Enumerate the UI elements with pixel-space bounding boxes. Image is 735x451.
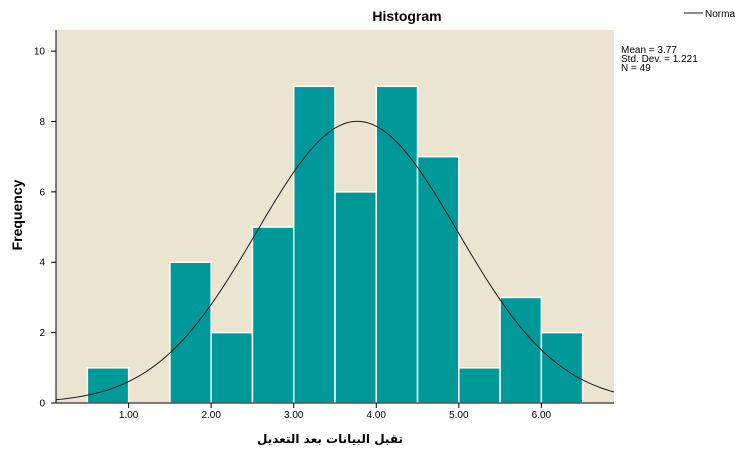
histogram-bar: [416, 155, 460, 404]
y-axis-label: Frequency: [9, 179, 25, 250]
y-tick-label: 6: [39, 187, 45, 198]
stat-line: Mean = 3.77: [621, 45, 677, 56]
y-tick-label: 2: [39, 328, 45, 339]
histogram-bar: [540, 331, 584, 404]
stat-line: N = 49: [621, 63, 651, 74]
bars-group: [86, 85, 584, 404]
chart-title: Histogram: [372, 8, 441, 24]
histogram-bar: [458, 367, 501, 404]
histogram-bar: [169, 261, 212, 404]
histogram-bar: [251, 226, 295, 404]
x-axis-label: تقبل البيانات بعد التعديل: [257, 432, 403, 446]
histogram-bar: [86, 367, 130, 404]
x-tick-label: 2.00: [201, 410, 221, 421]
normal-curve: [55, 120, 615, 401]
histogram-bar: [334, 191, 378, 404]
histogram-bar: [210, 331, 254, 404]
axes-group: 0 2 4 6 8 10 1.00 2.00 3.00 4.00 5.00 6.00: [34, 30, 614, 421]
legend-label: Norma: [705, 9, 735, 20]
y-tick-label: 0: [39, 399, 45, 410]
legend: Norma: [684, 9, 735, 20]
y-tick-label: 10: [34, 47, 46, 58]
histogram-bar: [499, 296, 543, 404]
x-tick-label: 6.00: [532, 410, 552, 421]
histogram-bar: [375, 85, 419, 404]
x-tick-label: 3.00: [284, 410, 304, 421]
y-tick-label: 4: [39, 258, 45, 269]
y-tick-label: 8: [39, 117, 45, 128]
x-tick-label: 4.00: [367, 410, 387, 421]
x-tick-label: 5.00: [449, 410, 469, 421]
stat-line: Std. Dev. = 1.221: [621, 54, 698, 65]
histogram-bar: [292, 85, 336, 404]
x-tick-label: 1.00: [119, 410, 139, 421]
